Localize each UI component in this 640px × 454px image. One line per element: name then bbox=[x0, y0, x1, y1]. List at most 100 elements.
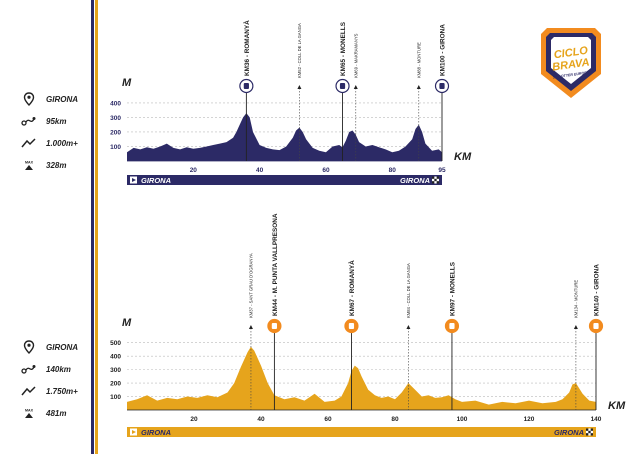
route-bar bbox=[127, 427, 596, 437]
logo-word-brava: BRAVA bbox=[551, 56, 590, 73]
play-icon bbox=[132, 178, 136, 182]
route-stats-long: GIRONA 140km 1.750m+ MAX 481m bbox=[18, 336, 98, 424]
x-axis-unit: KM bbox=[454, 151, 472, 163]
stat-value: 1.000m+ bbox=[46, 138, 78, 148]
x-tick-label: 140 bbox=[591, 416, 602, 423]
y-tick-label: 500 bbox=[110, 340, 121, 347]
stat-value: 1.750m+ bbox=[46, 386, 78, 396]
stat-value: GIRONA bbox=[46, 94, 78, 104]
climb-triangle-icon bbox=[573, 325, 578, 329]
svg-text:MAX: MAX bbox=[25, 161, 34, 165]
x-tick-label: 95 bbox=[438, 167, 446, 174]
x-tick-label: 20 bbox=[190, 416, 198, 423]
y-axis-unit: M bbox=[122, 77, 132, 89]
y-tick-label: 200 bbox=[110, 129, 121, 136]
finish-flag-square bbox=[586, 433, 589, 436]
feed-zone-label: KM36 - ROMANYÀ bbox=[242, 20, 251, 76]
climb-label: KM37 - SANT GRAU D'OGRANYA bbox=[249, 253, 254, 318]
finish-flag-square bbox=[588, 430, 591, 434]
feed-zone-label: KM140 - GIRONA bbox=[594, 264, 601, 316]
y-axis-unit: M bbox=[122, 317, 132, 329]
cup-icon bbox=[271, 323, 277, 329]
finish-flag-square bbox=[436, 176, 439, 179]
x-tick-label: 120 bbox=[524, 416, 535, 423]
y-tick-label: 400 bbox=[110, 354, 121, 361]
finish-flag-square bbox=[432, 181, 435, 184]
elevation-gain-icon bbox=[18, 381, 40, 401]
feed-zone-label: KM44 - M. PUNTA VALLPRESONA bbox=[272, 213, 279, 316]
elevation-gain-icon bbox=[18, 133, 40, 153]
x-tick-label: 20 bbox=[190, 167, 198, 174]
feed-zone-label: KM100 - GIRONA bbox=[440, 24, 447, 76]
side-stripe-gold bbox=[95, 0, 98, 454]
svg-text:MAX: MAX bbox=[25, 409, 34, 413]
climb-label: KM69 - MAKRAMANYS bbox=[353, 33, 358, 78]
stat-value: 481m bbox=[46, 408, 67, 418]
stat-row: 140km bbox=[18, 358, 98, 380]
climb-label: KM88 - MONTURE bbox=[416, 42, 421, 78]
y-tick-label: 300 bbox=[110, 367, 121, 374]
stat-row: 1.750m+ bbox=[18, 380, 98, 402]
stat-value: GIRONA bbox=[46, 342, 78, 352]
location-pin-icon bbox=[18, 337, 40, 357]
route-end-label: GIRONA bbox=[554, 428, 584, 437]
route-start-label: GIRONA bbox=[141, 428, 171, 437]
y-tick-label: 100 bbox=[110, 394, 121, 401]
route-stats-short: GIRONA 95km 1.000m+ MAX 328m bbox=[18, 88, 98, 176]
stat-row: GIRONA bbox=[18, 336, 98, 358]
x-tick-label: 80 bbox=[389, 167, 397, 174]
y-tick-label: 400 bbox=[110, 100, 121, 107]
finish-flag-square bbox=[590, 433, 593, 436]
cup-icon bbox=[339, 83, 346, 89]
feed-zone-label: KM97 - MONELLS bbox=[449, 261, 456, 316]
x-tick-label: 100 bbox=[457, 416, 468, 423]
finish-flag-square bbox=[586, 428, 589, 431]
stat-value: 140km bbox=[46, 364, 71, 374]
climb-label: KM52 - COLL DE LA GANGA bbox=[297, 23, 302, 78]
logo-word-ciclo: CICLO bbox=[553, 45, 589, 62]
play-icon bbox=[132, 430, 136, 434]
finish-flag-square bbox=[436, 181, 439, 184]
stat-value: 328m bbox=[46, 160, 67, 170]
cup-icon bbox=[593, 323, 599, 329]
climb-triangle-icon bbox=[297, 85, 302, 89]
climb-triangle-icon bbox=[353, 85, 358, 89]
elevation-area bbox=[127, 346, 596, 410]
climb-triangle-icon bbox=[416, 85, 421, 89]
route-bar bbox=[127, 175, 442, 185]
max-altitude-icon: MAX bbox=[18, 403, 40, 423]
cup-icon bbox=[439, 83, 445, 89]
y-tick-label: 300 bbox=[110, 115, 121, 122]
x-tick-label: 60 bbox=[324, 416, 332, 423]
feed-zone-label: KM65 - MONELLS bbox=[340, 21, 347, 76]
climb-label: KM134 - MONTURE bbox=[574, 280, 579, 318]
finish-flag-square bbox=[434, 178, 437, 182]
logo-tagline: SEA OTTER EUROPE bbox=[552, 70, 589, 79]
route-end-label: GIRONA bbox=[400, 176, 430, 185]
stat-row: 95km bbox=[18, 110, 98, 132]
climb-triangle-icon bbox=[406, 325, 411, 329]
y-tick-label: 100 bbox=[110, 144, 121, 151]
location-pin-icon bbox=[18, 89, 40, 109]
x-tick-label: 40 bbox=[256, 167, 264, 174]
cup-icon bbox=[243, 83, 249, 89]
cup-icon bbox=[449, 323, 455, 329]
side-stripe-navy bbox=[91, 0, 94, 454]
x-tick-label: 80 bbox=[391, 416, 399, 423]
climb-triangle-icon bbox=[248, 325, 253, 329]
route-icon bbox=[18, 359, 40, 379]
stat-value: 95km bbox=[46, 116, 67, 126]
stat-row: MAX 481m bbox=[18, 402, 98, 424]
ciclo-brava-logo: CICLO BRAVA SEA OTTER EUROPE bbox=[537, 24, 605, 102]
x-axis-unit: KM bbox=[608, 400, 626, 412]
finish-flag-square bbox=[432, 176, 435, 179]
route-icon bbox=[18, 111, 40, 131]
stat-row: MAX 328m bbox=[18, 154, 98, 176]
route-start-label: GIRONA bbox=[141, 176, 171, 185]
stat-row: 1.000m+ bbox=[18, 132, 98, 154]
finish-flag-square bbox=[590, 428, 593, 431]
feed-zone-label: KM67 - ROMANYÀ bbox=[347, 260, 356, 316]
y-tick-label: 200 bbox=[110, 381, 121, 388]
stat-row: GIRONA bbox=[18, 88, 98, 110]
